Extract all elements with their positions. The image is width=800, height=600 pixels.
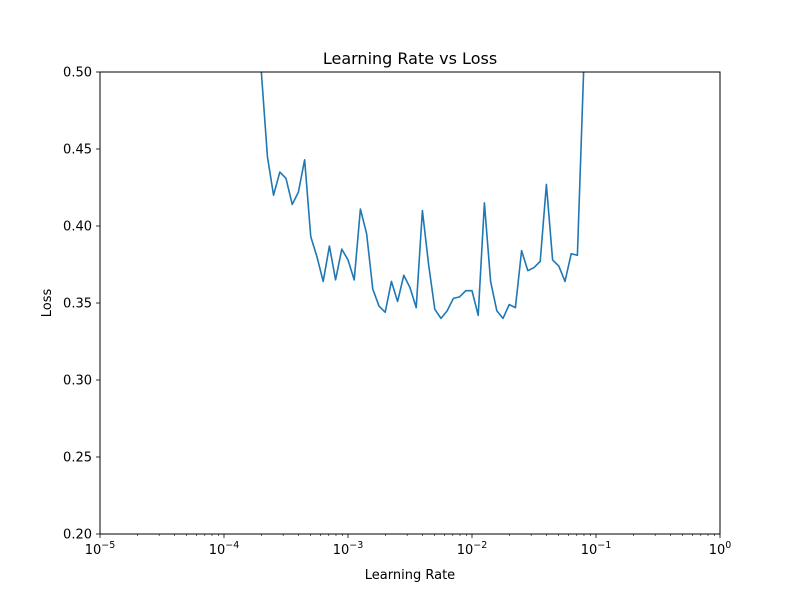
plot-area: 10−5 10−4 10−3 10−2 10−1 100 0.20 0.25 0.30 0.35… [63,66,732,559]
y-tick-label: 0.35 [63,297,92,312]
y-tick-label: 0.45 [63,143,92,158]
x-tick-label: 100 [709,540,732,558]
x-tick-label: 10−3 [333,540,364,558]
x-tick-label: 10−4 [209,540,240,558]
x-tick-label: 10−2 [457,540,488,558]
x-axis-label: Learning Rate [365,568,455,583]
y-tick-label: 0.40 [63,220,92,235]
y-tick-label: 0.50 [63,66,92,81]
y-tick-label: 0.20 [63,528,92,543]
chart-title: Learning Rate vs Loss [323,49,497,68]
y-tick-label: 0.25 [63,451,92,466]
series-line-0 [260,72,585,320]
x-tick-label: 10−5 [85,540,116,558]
y-axis-label: Loss [40,289,55,318]
y-tick-label: 0.30 [63,374,92,389]
x-tick-label: 10−1 [581,540,612,558]
